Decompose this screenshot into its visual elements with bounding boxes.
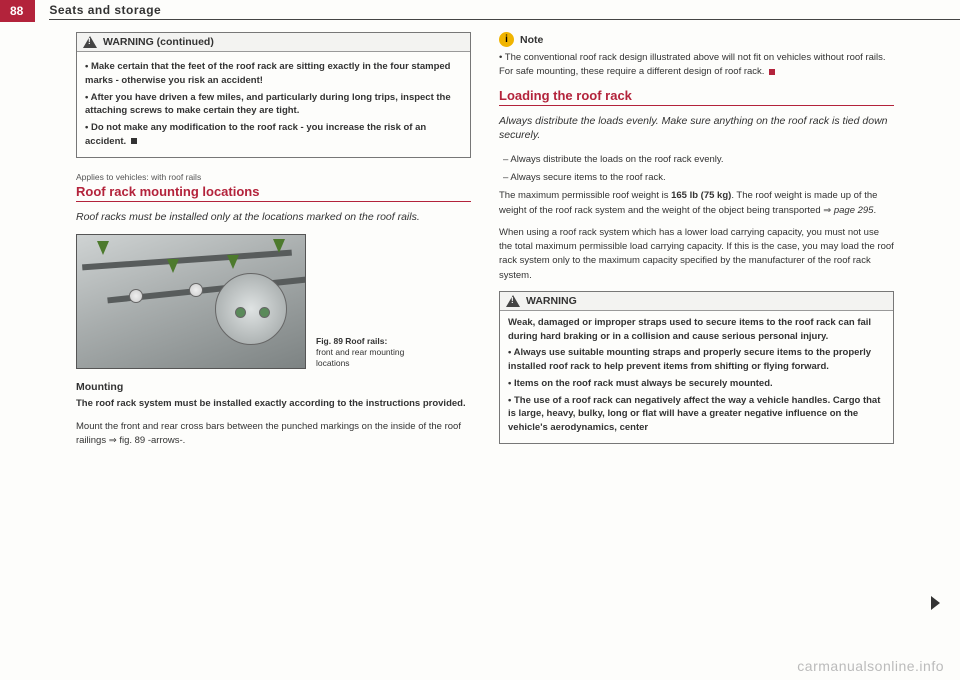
- warning-triangle-icon: [83, 36, 97, 48]
- applies-to: Applies to vehicles: with roof rails: [76, 172, 471, 182]
- note-circle-icon: i: [499, 32, 514, 47]
- end-mark-icon: [769, 69, 775, 75]
- warning-bullet: Always use suitable mounting straps and …: [508, 346, 885, 374]
- continue-arrow-icon: [931, 596, 940, 610]
- warning-bullet: Do not make any modification to the roof…: [85, 121, 462, 149]
- warning-bullet: Make certain that the feet of the roof r…: [85, 60, 462, 88]
- right-column: i Note The conventional roof rack design…: [499, 32, 894, 458]
- mounting-bold-text: The roof rack system must be installed e…: [76, 397, 471, 411]
- warning-box: WARNING Weak, damaged or improper straps…: [499, 291, 894, 444]
- warning-continued-box: WARNING (continued) Make certain that th…: [76, 32, 471, 158]
- mounting-paragraph: Mount the front and rear cross bars betw…: [76, 420, 471, 449]
- list-item: Always distribute the loads on the roof …: [503, 153, 894, 167]
- left-column: WARNING (continued) Make certain that th…: [76, 32, 471, 458]
- warning-bullet: After you have driven a few miles, and p…: [85, 91, 462, 119]
- note-title: Note: [520, 34, 543, 46]
- warning-triangle-icon: [506, 295, 520, 307]
- body-paragraph: The maximum permissible roof weight is 1…: [499, 189, 894, 218]
- section-title: Seats and storage: [49, 3, 960, 20]
- list-item: Always secure items to the roof rack.: [503, 171, 894, 185]
- warning-intro: Weak, damaged or improper straps used to…: [508, 316, 885, 344]
- mounting-heading: Mounting: [76, 381, 471, 393]
- lead-text: Roof racks must be installed only at the…: [76, 210, 471, 225]
- figure-caption: Fig. 89 Roof rails: front and rear mount…: [316, 336, 436, 369]
- warning-title: WARNING: [526, 295, 577, 307]
- warning-bullet: Items on the roof rack must always be se…: [508, 377, 885, 391]
- warning-title: WARNING (continued): [103, 36, 214, 48]
- watermark: carmanualsonline.info: [797, 658, 944, 674]
- page-number: 88: [0, 0, 35, 22]
- figure-89-illustration: [76, 234, 306, 369]
- body-paragraph: When using a roof rack system which has …: [499, 226, 894, 283]
- warning-bullet: The use of a roof rack can negatively af…: [508, 394, 885, 435]
- note-paragraph: The conventional roof rack design illust…: [499, 51, 894, 80]
- lead-text: Always distribute the loads evenly. Make…: [499, 114, 894, 143]
- subsection-heading: Roof rack mounting locations: [76, 184, 471, 202]
- end-mark-icon: [131, 138, 137, 144]
- subsection-heading: Loading the roof rack: [499, 88, 894, 106]
